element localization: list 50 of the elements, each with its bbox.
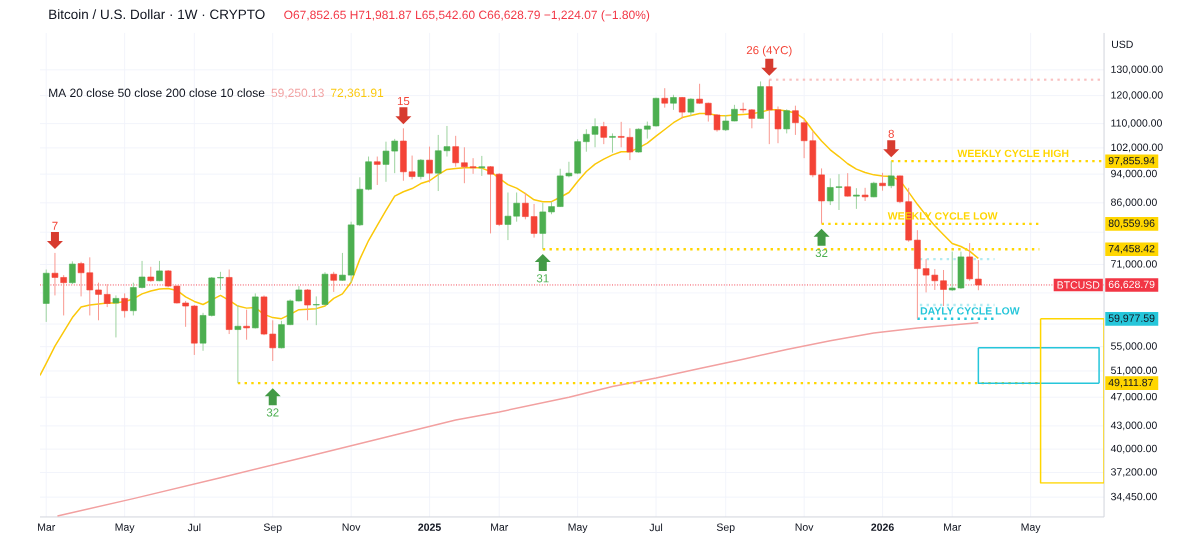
y-tick-label: 47,000.00	[1110, 392, 1157, 402]
x-tick-label: Mar	[38, 523, 56, 531]
y-tick-label: 120,000.00	[1111, 91, 1163, 100]
x-tick-label: May	[1021, 523, 1041, 533]
y-tick-label: 49,111.87	[1108, 378, 1153, 388]
x-tick-label: May	[568, 523, 588, 533]
y-tick-label: 34,450.00	[1110, 492, 1157, 502]
chart-title: Bitcoin / U.S. Dollar · 1W · CRYPTO	[49, 9, 265, 20]
y-tick-label: 37,200.00	[1110, 468, 1157, 477]
y-tick-label: 66,628.79	[1108, 280, 1155, 290]
x-tick-label: Jul	[187, 523, 201, 532]
y-tick-label: 51,000.00	[1111, 366, 1157, 376]
text: 59,250.13	[271, 88, 324, 99]
y-tick-label: 102,000.00	[1111, 143, 1163, 153]
x-tick-label: Mar	[944, 523, 962, 531]
chart-subtitle: O67,852.65 H71,981.87 L65,542.60 C66,628.79 −1,224.07 (−1.80%)	[284, 10, 650, 22]
x-tick-label: May	[115, 523, 135, 533]
annotation: 26 (4YC)	[746, 45, 792, 57]
annotation: BTCUSD	[1057, 281, 1100, 289]
y-tick-label: 110,000.00	[1111, 119, 1162, 128]
y-tick-label: 130,000.00	[1111, 65, 1163, 75]
y-axis-title: USD	[1112, 40, 1133, 49]
y-tick-label: 80,559.96	[1108, 219, 1155, 229]
x-tick-label: 2025	[418, 523, 441, 531]
x-tick-label: Sep	[263, 523, 282, 533]
x-tick-label: Jul	[649, 523, 663, 532]
text: 72,361.91	[330, 88, 384, 99]
annotation: WEEKLY CYCLE HIGH	[957, 149, 1069, 158]
y-tick-label: 40,000.00	[1110, 444, 1157, 454]
annotation: 7	[52, 221, 58, 230]
y-tick-label: 86,000.00	[1111, 198, 1157, 208]
x-tick-label: Nov	[342, 523, 361, 531]
x-tick-label: Nov	[795, 523, 814, 531]
annotation: DAYLY CYCLE LOW	[920, 307, 1020, 315]
y-tick-label: 74,458.42	[1108, 244, 1155, 254]
annotation: 32	[815, 248, 828, 258]
x-tick-label: Sep	[716, 523, 735, 533]
y-tick-label: 43,000.00	[1110, 421, 1157, 431]
legend-title: MA 20 close 50 close 200 close 10 close	[49, 88, 265, 98]
y-tick-label: 97,855.94	[1108, 156, 1155, 166]
annotation: 32	[266, 408, 279, 417]
x-tick-label: Mar	[491, 523, 509, 531]
y-tick-label: 55,000.00	[1111, 342, 1157, 351]
annotation: 15	[397, 97, 410, 106]
annotation: 8	[888, 129, 894, 138]
y-tick-label: 71,000.00	[1111, 260, 1157, 269]
x-tick-label: 2026	[871, 523, 894, 531]
annotation: 31	[536, 274, 549, 283]
y-tick-label: 94,000.00	[1111, 169, 1157, 179]
y-tick-label: 59,977.59	[1108, 314, 1155, 324]
